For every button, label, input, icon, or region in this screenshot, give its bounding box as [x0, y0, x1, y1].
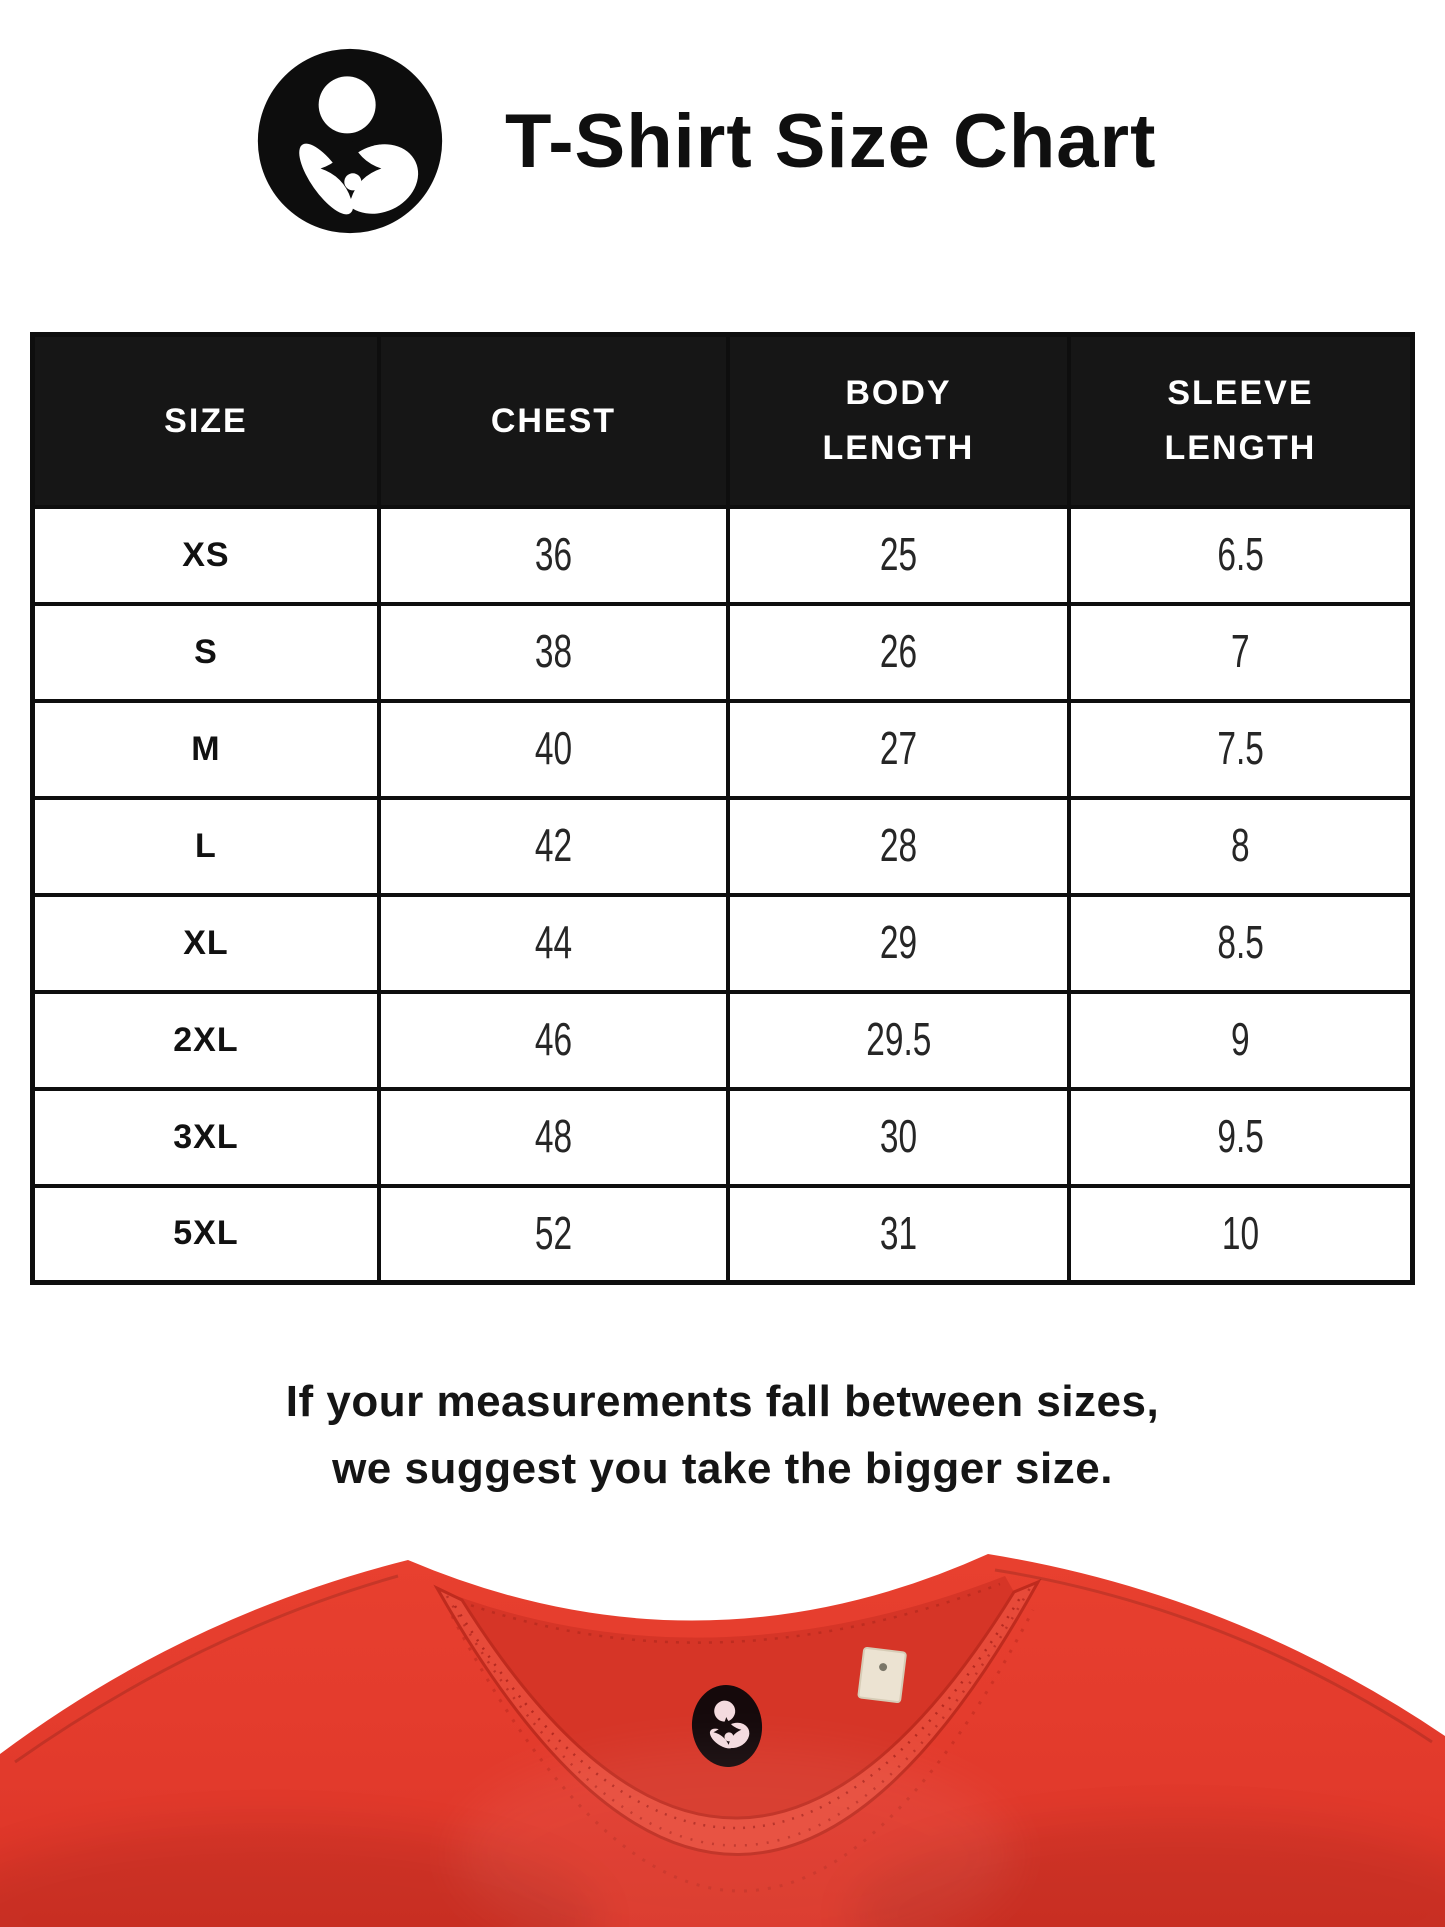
size-value: 3XL	[30, 1086, 381, 1188]
sizing-note: If your measurements fall between sizes,…	[0, 1368, 1445, 1502]
chest-value: 52	[376, 1183, 731, 1285]
collar-label-logo-icon	[709, 1700, 750, 1749]
chest-value: 42	[376, 795, 731, 897]
table-row: S 38 26 7	[30, 601, 1415, 703]
table-row: XS 36 25 6.5	[30, 504, 1415, 606]
column-header-sleeve-length: SLEEVE LENGTH	[1066, 332, 1415, 509]
sleeve-length-value: 8.5	[1066, 892, 1415, 994]
body-length-value: 29.5	[726, 989, 1071, 1091]
size-chart-table: SIZE CHEST BODY LENGTH SLEEVE LENGTH XS 36…	[30, 332, 1415, 1285]
table-row: 2XL 46 29.5 9	[30, 989, 1415, 1091]
table-row: 3XL 48 30 9.5	[30, 1086, 1415, 1188]
page-header: T-Shirt Size Chart	[255, 46, 1385, 236]
size-value: M	[30, 698, 381, 800]
size-value: S	[30, 601, 381, 703]
chest-value: 38	[376, 601, 731, 703]
chest-value: 44	[376, 892, 731, 994]
sizing-note-line1: If your measurements fall between sizes,	[285, 1377, 1160, 1426]
sleeve-length-value: 9	[1066, 989, 1415, 1091]
size-value: L	[30, 795, 381, 897]
sleeve-length-value: 8	[1066, 795, 1415, 897]
page-title: T-Shirt Size Chart	[505, 98, 1157, 184]
body-length-value: 25	[726, 504, 1071, 606]
tshirt-photo	[0, 1554, 1445, 1927]
body-length-value: 31	[726, 1183, 1071, 1285]
column-header-chest: CHEST	[376, 332, 731, 509]
body-length-value: 28	[726, 795, 1071, 897]
table-row: M 40 27 7.5	[30, 698, 1415, 800]
brand-logo-icon	[257, 48, 443, 234]
chest-value: 48	[376, 1086, 731, 1188]
table-header-row: SIZE CHEST BODY LENGTH SLEEVE LENGTH	[30, 332, 1415, 509]
sleeve-length-value: 7	[1066, 601, 1415, 703]
table-row: 5XL 52 31 10	[30, 1183, 1415, 1285]
chest-value: 40	[376, 698, 731, 800]
sizing-note-line2: we suggest you take the bigger size.	[332, 1444, 1113, 1493]
column-header-body-length: BODY LENGTH	[726, 332, 1071, 509]
body-length-value: 29	[726, 892, 1071, 994]
size-value: 5XL	[30, 1183, 381, 1285]
table-row: XL 44 29 8.5	[30, 892, 1415, 994]
sleeve-length-value: 10	[1066, 1183, 1415, 1285]
sleeve-length-value: 6.5	[1066, 504, 1415, 606]
size-tag	[857, 1646, 907, 1704]
body-length-value: 27	[726, 698, 1071, 800]
chest-value: 36	[376, 504, 731, 606]
table-row: L 42 28 8	[30, 795, 1415, 897]
size-value: XL	[30, 892, 381, 994]
sleeve-length-value: 9.5	[1066, 1086, 1415, 1188]
body-length-value: 26	[726, 601, 1071, 703]
sleeve-length-value: 7.5	[1066, 698, 1415, 800]
column-header-size: SIZE	[30, 332, 381, 509]
body-length-value: 30	[726, 1086, 1071, 1188]
size-value: XS	[30, 504, 381, 606]
chest-value: 46	[376, 989, 731, 1091]
size-value: 2XL	[30, 989, 381, 1091]
